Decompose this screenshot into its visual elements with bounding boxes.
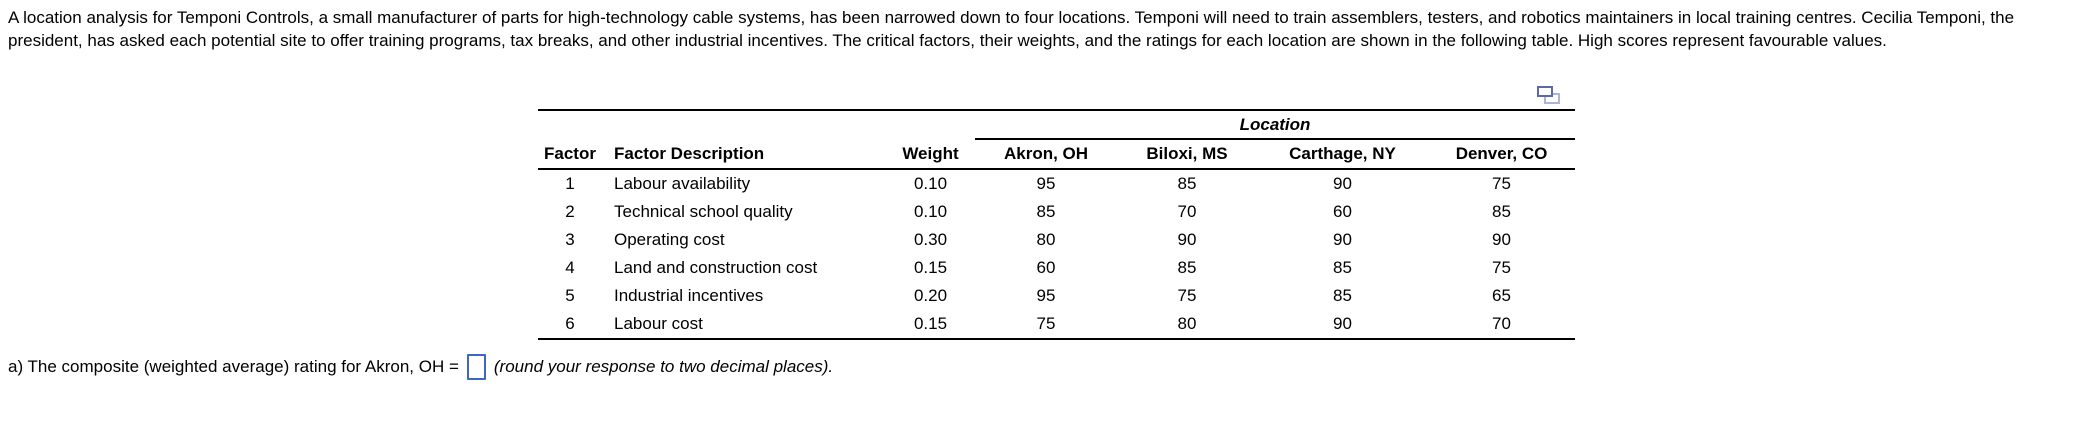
biloxi-rating: 85 [1177, 174, 1197, 193]
column-header-akron: Akron, OH [975, 139, 1117, 170]
column-header-description: Factor Description [602, 139, 886, 170]
column-header-factor: Factor [538, 139, 602, 170]
weight-value: 0.15 [913, 258, 948, 277]
question-a: a) The composite (weighted average) rati… [8, 351, 833, 383]
akron-rating: 75 [1036, 314, 1056, 333]
biloxi-rating: 85 [1177, 258, 1197, 277]
table-row: 5 Industrial incentives 0.20 95 75 85 65 [538, 282, 1575, 310]
question-text: a) The composite (weighted average) rati… [8, 357, 459, 376]
denver-rating: 90 [1492, 230, 1511, 249]
factor-description: Land and construction cost [614, 258, 818, 277]
weight-value: 0.20 [913, 286, 948, 305]
column-header-weight: Weight [886, 139, 975, 170]
table-row: 6 Labour cost 0.15 75 80 90 70 [538, 310, 1575, 339]
location-group-row: Location [538, 110, 1576, 140]
denver-rating: 85 [1492, 202, 1511, 221]
answer-input[interactable] [466, 354, 486, 380]
factor-number: 1 [565, 174, 575, 193]
factor-description: Industrial incentives [614, 286, 764, 305]
factor-number: 6 [565, 314, 575, 333]
column-header-row: Factor Factor Description Weight Akron, … [538, 139, 1576, 170]
location-group-header: Location [975, 110, 1576, 140]
column-header-denver: Denver, CO [1428, 139, 1576, 170]
copy-icon-front-rect [1537, 86, 1553, 97]
carthage-rating: 90 [1333, 314, 1352, 333]
table-row: 1 Labour availability 0.10 95 85 90 75 [538, 169, 1575, 198]
biloxi-rating: 80 [1177, 314, 1197, 333]
factor-number: 4 [565, 258, 575, 277]
denver-rating: 65 [1492, 286, 1511, 305]
weight-value: 0.10 [913, 202, 948, 221]
problem-statement: A location analysis for Temponi Controls… [8, 8, 2015, 50]
akron-rating: 95 [1036, 174, 1056, 193]
copy-icon[interactable] [1537, 86, 1561, 105]
factor-description: Labour cost [614, 314, 703, 333]
weight-value: 0.30 [913, 230, 948, 249]
akron-rating: 60 [1036, 258, 1056, 277]
biloxi-rating: 75 [1177, 286, 1197, 305]
denver-rating: 75 [1492, 258, 1511, 277]
carthage-rating: 85 [1333, 258, 1352, 277]
table-row: 3 Operating cost 0.30 80 90 90 90 [538, 226, 1575, 254]
denver-rating: 75 [1492, 174, 1511, 193]
question-note: (round your response to two decimal plac… [493, 357, 834, 376]
table-row: 4 Land and construction cost 0.15 60 85 … [538, 254, 1575, 282]
akron-rating: 85 [1036, 202, 1056, 221]
carthage-rating: 90 [1333, 230, 1352, 249]
carthage-rating: 60 [1333, 202, 1352, 221]
factor-description: Technical school quality [614, 202, 793, 221]
factor-description: Operating cost [614, 230, 725, 249]
column-header-carthage: Carthage, NY [1257, 139, 1428, 170]
factor-number: 2 [565, 202, 575, 221]
denver-rating: 70 [1492, 314, 1511, 333]
carthage-rating: 85 [1333, 286, 1352, 305]
table-row: 2 Technical school quality 0.10 85 70 60… [538, 198, 1575, 226]
group-header-spacer [538, 110, 975, 139]
biloxi-rating: 90 [1177, 230, 1197, 249]
location-factors-table: Location Factor Factor Description Weigh… [538, 109, 1576, 340]
biloxi-rating: 70 [1177, 202, 1197, 221]
factor-description: Labour availability [614, 174, 751, 193]
akron-rating: 80 [1036, 230, 1056, 249]
factor-number: 5 [565, 286, 575, 305]
weight-value: 0.15 [913, 314, 948, 333]
akron-rating: 95 [1036, 286, 1056, 305]
carthage-rating: 90 [1333, 174, 1352, 193]
factor-number: 3 [565, 230, 575, 249]
column-header-biloxi: Biloxi, MS [1117, 139, 1257, 170]
weight-value: 0.10 [913, 174, 948, 193]
